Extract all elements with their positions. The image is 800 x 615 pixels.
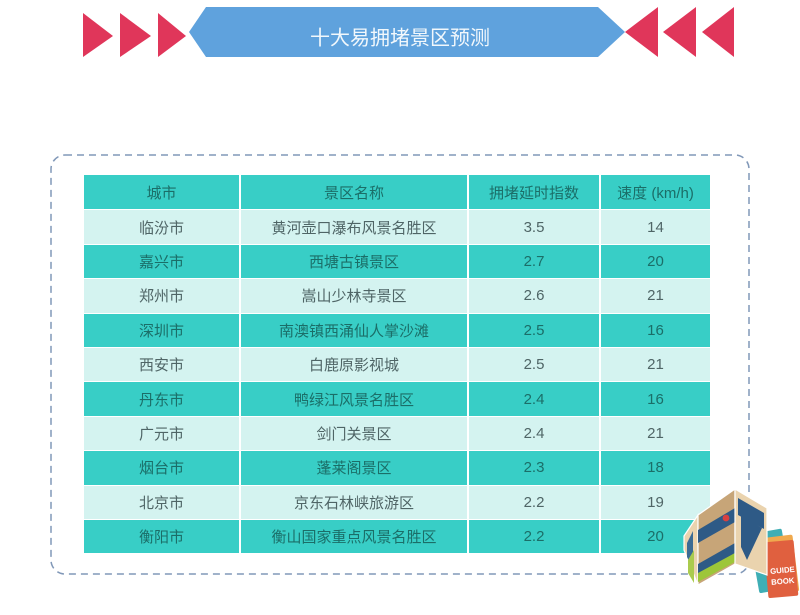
svg-text:十大易拥堵景区预测: 十大易拥堵景区预测 xyxy=(310,26,490,49)
